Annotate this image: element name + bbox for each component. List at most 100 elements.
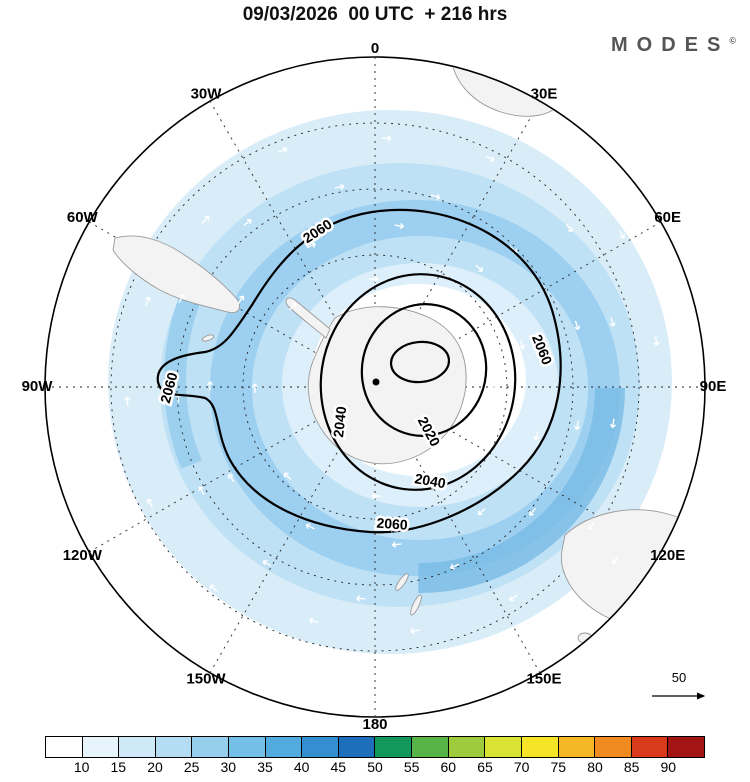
longitude-label: 0 [371, 40, 379, 57]
wind-arrow-icon [201, 215, 210, 224]
colorbar-cell [265, 737, 303, 757]
longitude-labels: 0 30E 60E 90E 120E 150E 180 150W 120W 90W 60W 30W [22, 40, 727, 732]
wind-arrow-icon [145, 296, 152, 306]
wind-arrow-icon [251, 383, 259, 393]
longitude-label: 60E [654, 209, 681, 226]
wind-arrow-icon [301, 677, 311, 684]
wind-arrow-icon [237, 295, 245, 304]
contour-inner [389, 340, 451, 384]
colorbar-cell [155, 737, 193, 757]
colorbar-cell [558, 737, 596, 757]
wind-arrow-icon [664, 451, 671, 461]
wind-arrow-icon [587, 521, 595, 531]
colorbar-tick-label: 35 [257, 759, 273, 775]
colorbar-cell [448, 737, 486, 757]
contour-2060 [156, 208, 562, 534]
contour-2040 [319, 273, 517, 491]
colorbar-tick-label: 70 [513, 759, 530, 775]
colorbar-tick-label: 25 [183, 759, 200, 775]
wind-arrow-icon [416, 666, 426, 673]
wind-reference: 50 [652, 670, 706, 700]
modes-logo-text: MODES [611, 34, 730, 56]
wind-arrow-icon [565, 223, 573, 233]
wind-arrow-icon [475, 264, 484, 272]
wind-arrow-icon [477, 508, 486, 516]
colorbar [45, 736, 705, 758]
wind-arrow-icon [334, 183, 345, 190]
colorbar-tick-label: 20 [147, 759, 163, 775]
wind-arrow-icon [278, 146, 288, 153]
wind-arrow-icon [543, 144, 552, 151]
wind-arrow-icon [123, 536, 130, 546]
colorbar-tick-label: 45 [330, 759, 347, 775]
wind-arrow-icon [609, 317, 616, 327]
wind-arrow-icon [124, 396, 131, 407]
contour-2020 [360, 303, 488, 437]
colorbar-cell [119, 737, 156, 757]
wind-reference-label: 50 [672, 670, 686, 685]
wind-arrow-icon [209, 584, 218, 592]
wind-arrow-icon [618, 230, 626, 239]
new-zealand-south [410, 594, 422, 616]
antarctic-peninsula [285, 297, 331, 339]
longitude-label: 90E [700, 378, 727, 395]
colorbar-cell [192, 737, 230, 757]
pole-marker [372, 378, 380, 386]
australia [560, 509, 704, 630]
wind-arrow-icon [198, 486, 205, 495]
colorbar-tick-label: 30 [220, 759, 237, 775]
wind-arrow-icon [283, 472, 292, 481]
colorbar-tick-label: 15 [110, 759, 127, 775]
wind-arrow-icon [410, 627, 420, 635]
height-contours [156, 208, 562, 534]
colorbar-cell [82, 737, 120, 757]
longitude-label: 60W [67, 209, 99, 226]
wind-arrow-icon [306, 242, 316, 249]
wind-arrow-icon [509, 594, 518, 602]
colorbar-tick-label: 85 [623, 759, 640, 775]
longitude-label: 30W [191, 85, 223, 102]
wind-arrow-icon [305, 523, 315, 530]
colorbar-tick-label: 10 [73, 759, 90, 775]
modes-logo: MODES© [611, 34, 736, 57]
wind-arrow-icon [323, 99, 334, 106]
longitude-label: 30E [531, 85, 558, 102]
wind-arrows [77, 88, 671, 684]
colorbar-tick-label: 60 [440, 759, 457, 775]
wind-arrow-icon [227, 473, 235, 483]
colorbar-tick-label: 55 [403, 759, 420, 775]
colorbar-cell [375, 737, 413, 757]
wind-arrow-icon [533, 430, 540, 441]
contour-label: 2040 [330, 405, 349, 438]
wind-arrow-icon [262, 560, 272, 567]
colorbar-tick-label: 50 [367, 759, 383, 775]
wind-arrow-icon [490, 381, 498, 391]
wind-arrow-icon [452, 462, 461, 471]
wind-arrow-icon [371, 492, 381, 500]
new-zealand-north [395, 573, 409, 591]
colorbar-cell [412, 737, 449, 757]
colorbar-cell [338, 737, 376, 757]
wind-arrow-icon [381, 135, 392, 142]
colorbar-cell [229, 737, 266, 757]
wind-arrow-icon [288, 302, 297, 311]
colorbar-cell [631, 737, 669, 757]
wind-arrow-icon [574, 420, 581, 431]
wind-arrow-icon [653, 336, 660, 346]
colorbar-cell [302, 737, 339, 757]
wind-arrow-icon [529, 507, 537, 516]
wind-arrow-icon [129, 208, 137, 218]
wind-arrow-icon [391, 541, 402, 548]
wind-arrow-icon [216, 134, 226, 141]
south-georgia-island [201, 334, 215, 342]
colorbar-tick-label: 90 [660, 759, 677, 775]
wind-arrow-icon [197, 624, 206, 632]
wind-arrow-icon [574, 320, 581, 331]
wind-arrow-icon [178, 293, 185, 303]
colorbar-tick-label: 80 [587, 759, 603, 775]
wind-arrow-icon [609, 418, 617, 429]
wind-arrow-icon [519, 340, 526, 350]
colorbar-tick-label: 65 [477, 759, 493, 775]
colorbar-ticks: 10 15 20 25 30 35 40 45 50 55 60 65 70 75 80 85 90 [45, 759, 705, 779]
